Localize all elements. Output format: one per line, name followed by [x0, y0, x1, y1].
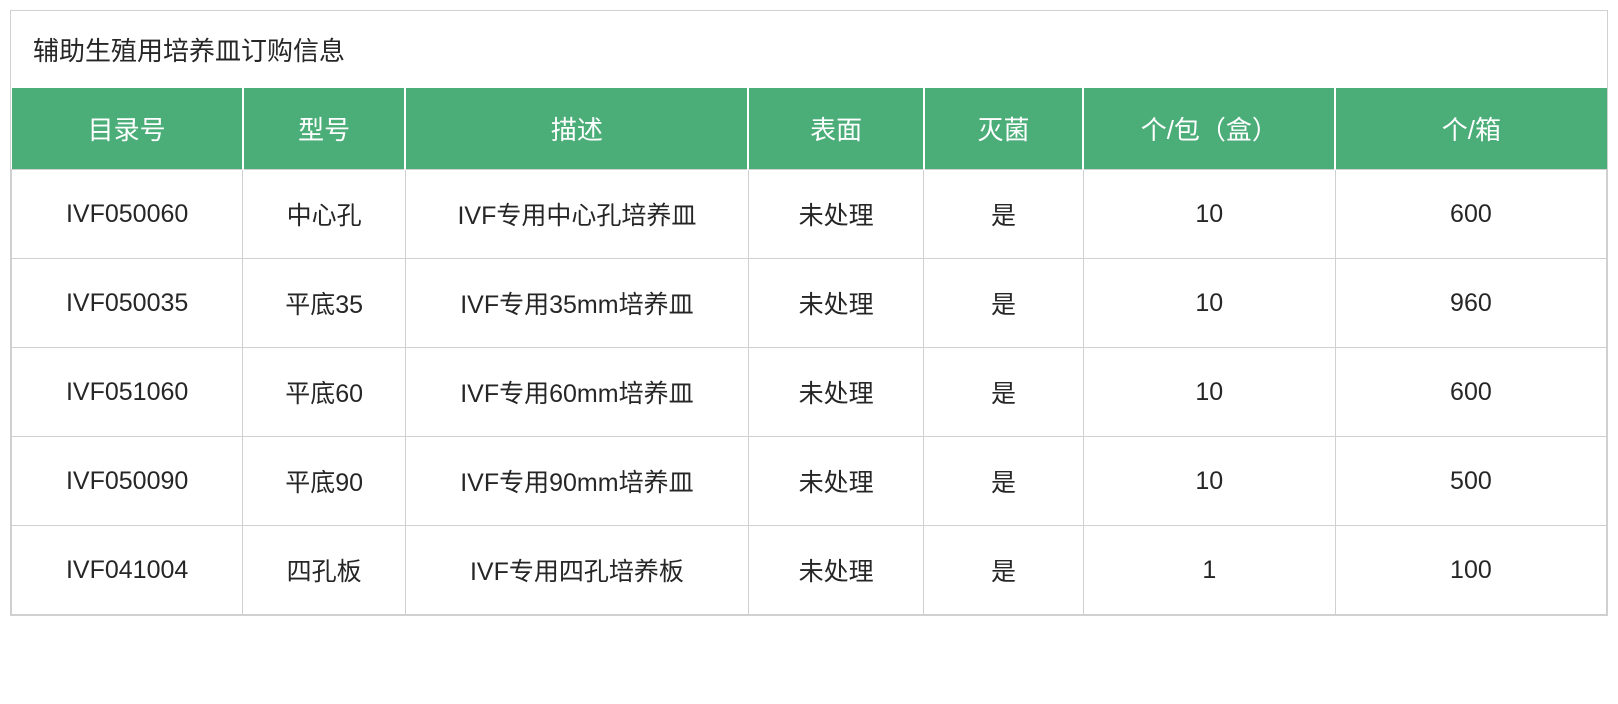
- cell-sterilization: 是: [924, 526, 1084, 615]
- table-header-row: 目录号 型号 描述 表面 灭菌 个/包（盒） 个/箱: [12, 88, 1607, 170]
- cell-sterilization: 是: [924, 348, 1084, 437]
- table-row: IVF050060 中心孔 IVF专用中心孔培养皿 未处理 是 10 600: [12, 170, 1607, 259]
- cell-catalog-number: IVF050090: [12, 437, 243, 526]
- cell-model: 平底90: [243, 437, 406, 526]
- table-row: IVF041004 四孔板 IVF专用四孔培养板 未处理 是 1 100: [12, 526, 1607, 615]
- cell-sterilization: 是: [924, 437, 1084, 526]
- cell-model: 中心孔: [243, 170, 406, 259]
- header-description: 描述: [405, 88, 748, 170]
- cell-description: IVF专用60mm培养皿: [405, 348, 748, 437]
- cell-surface: 未处理: [748, 170, 923, 259]
- header-catalog-number: 目录号: [12, 88, 243, 170]
- cell-description: IVF专用中心孔培养皿: [405, 170, 748, 259]
- cell-per-pack: 10: [1083, 259, 1335, 348]
- table-title: 辅助生殖用培养皿订购信息: [11, 11, 1607, 88]
- cell-per-pack: 1: [1083, 526, 1335, 615]
- cell-catalog-number: IVF050060: [12, 170, 243, 259]
- cell-surface: 未处理: [748, 348, 923, 437]
- cell-description: IVF专用四孔培养板: [405, 526, 748, 615]
- cell-model: 平底60: [243, 348, 406, 437]
- header-sterilization: 灭菌: [924, 88, 1084, 170]
- header-model: 型号: [243, 88, 406, 170]
- cell-catalog-number: IVF051060: [12, 348, 243, 437]
- header-per-pack: 个/包（盒）: [1083, 88, 1335, 170]
- table-body: IVF050060 中心孔 IVF专用中心孔培养皿 未处理 是 10 600 I…: [12, 170, 1607, 615]
- header-per-case: 个/箱: [1335, 88, 1606, 170]
- cell-per-case: 960: [1335, 259, 1606, 348]
- cell-surface: 未处理: [748, 259, 923, 348]
- cell-catalog-number: IVF050035: [12, 259, 243, 348]
- cell-per-pack: 10: [1083, 170, 1335, 259]
- cell-per-pack: 10: [1083, 437, 1335, 526]
- table-row: IVF051060 平底60 IVF专用60mm培养皿 未处理 是 10 600: [12, 348, 1607, 437]
- cell-per-case: 600: [1335, 348, 1606, 437]
- cell-per-case: 600: [1335, 170, 1606, 259]
- cell-per-case: 100: [1335, 526, 1606, 615]
- table-row: IVF050035 平底35 IVF专用35mm培养皿 未处理 是 10 960: [12, 259, 1607, 348]
- cell-surface: 未处理: [748, 526, 923, 615]
- cell-description: IVF专用35mm培养皿: [405, 259, 748, 348]
- table-row: IVF050090 平底90 IVF专用90mm培养皿 未处理 是 10 500: [12, 437, 1607, 526]
- product-table: 目录号 型号 描述 表面 灭菌 个/包（盒） 个/箱 IVF050060 中心孔…: [11, 88, 1607, 615]
- header-surface: 表面: [748, 88, 923, 170]
- table-container: 辅助生殖用培养皿订购信息 目录号 型号 描述 表面 灭菌 个/包（盒） 个/箱: [10, 10, 1608, 616]
- cell-model: 四孔板: [243, 526, 406, 615]
- cell-sterilization: 是: [924, 259, 1084, 348]
- cell-per-pack: 10: [1083, 348, 1335, 437]
- cell-catalog-number: IVF041004: [12, 526, 243, 615]
- cell-per-case: 500: [1335, 437, 1606, 526]
- cell-sterilization: 是: [924, 170, 1084, 259]
- cell-description: IVF专用90mm培养皿: [405, 437, 748, 526]
- cell-model: 平底35: [243, 259, 406, 348]
- cell-surface: 未处理: [748, 437, 923, 526]
